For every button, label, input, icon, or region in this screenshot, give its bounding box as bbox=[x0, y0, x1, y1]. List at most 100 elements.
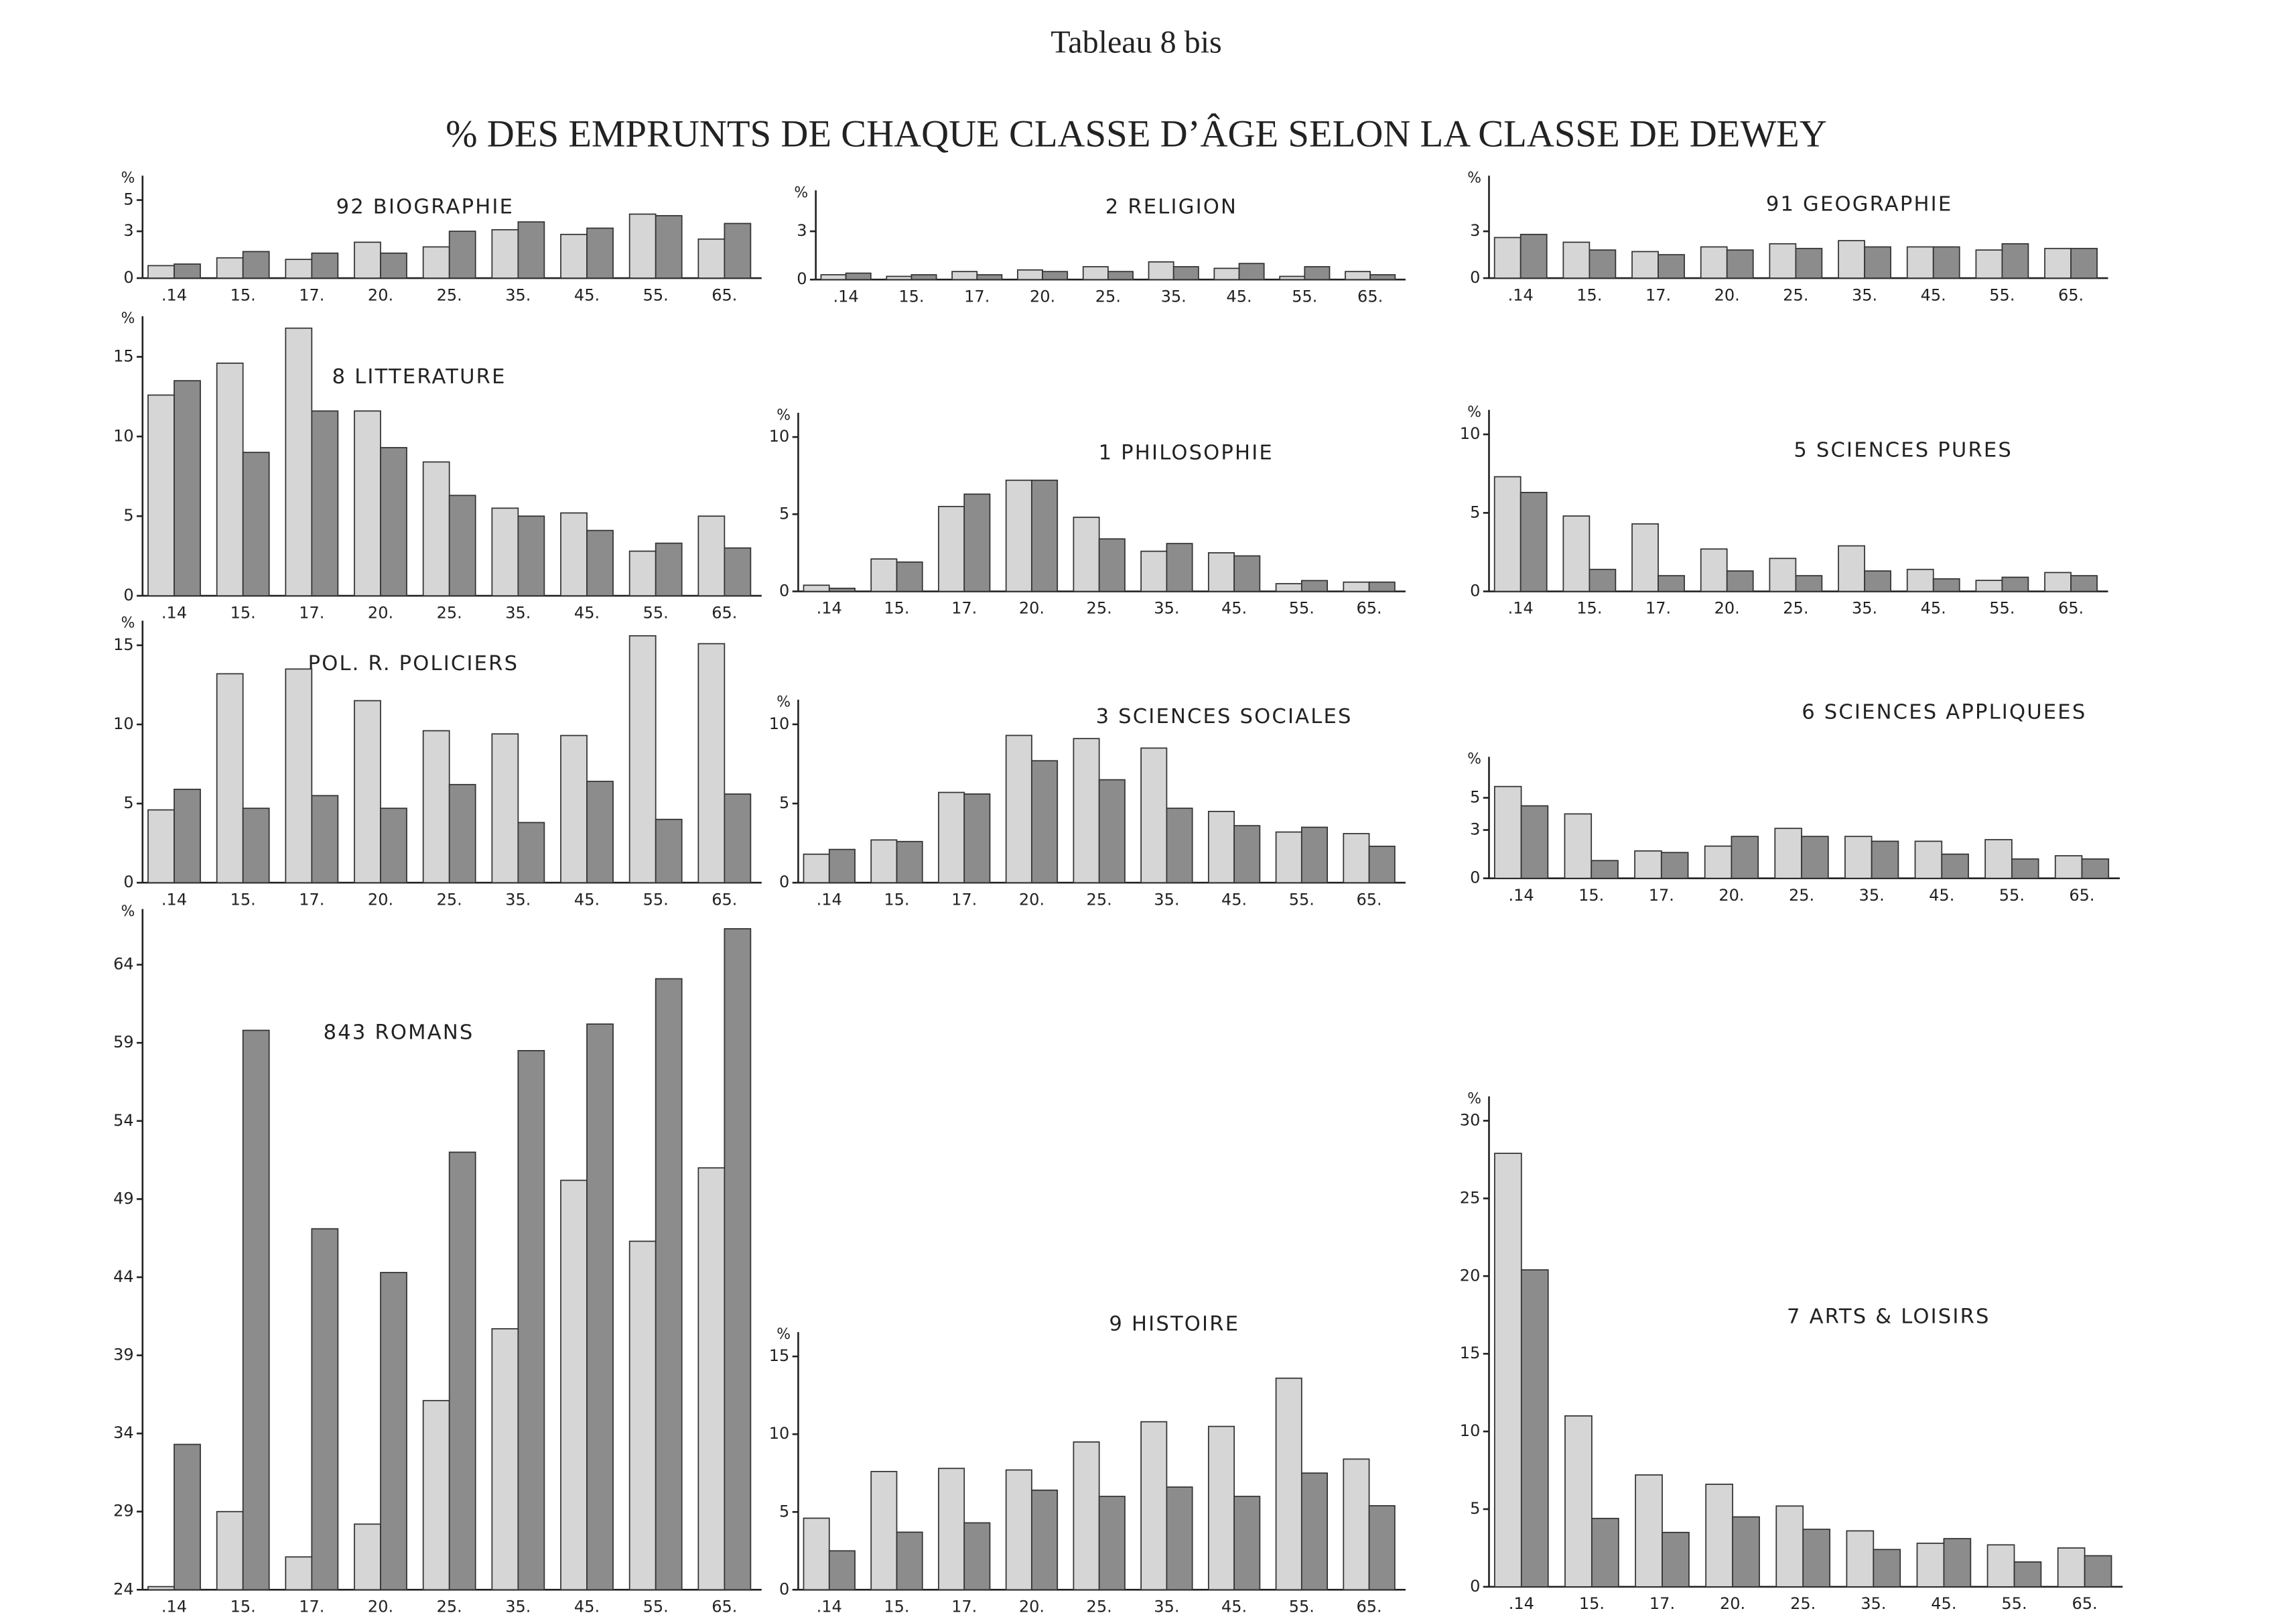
x-tick-label: 45. bbox=[1921, 285, 1946, 304]
bar bbox=[216, 673, 244, 884]
bar bbox=[422, 246, 450, 279]
bar bbox=[1031, 760, 1059, 884]
bar bbox=[285, 1556, 313, 1591]
y-tick-label: 5 bbox=[123, 190, 133, 209]
bar bbox=[1520, 492, 1548, 592]
bar bbox=[803, 853, 830, 884]
panel-title: 8 LITTERATURE bbox=[332, 365, 507, 389]
bar bbox=[1564, 813, 1593, 879]
x-tick-label: .14 bbox=[833, 287, 859, 306]
bar bbox=[174, 788, 201, 884]
x-tick-label: 45. bbox=[1221, 890, 1247, 909]
bar bbox=[422, 730, 450, 884]
bar bbox=[1975, 249, 2003, 279]
x-tick-label: 15. bbox=[1578, 886, 1604, 905]
bar bbox=[938, 505, 965, 592]
bar bbox=[586, 529, 614, 596]
x-tick-label: 15. bbox=[230, 1598, 256, 1616]
panel-title: 5 SCIENCES PURES bbox=[1794, 438, 2013, 462]
bar bbox=[586, 227, 614, 279]
bar bbox=[724, 222, 752, 279]
y-tick-label: 34 bbox=[113, 1423, 134, 1442]
bar bbox=[1769, 558, 1797, 592]
bar bbox=[1005, 479, 1032, 592]
x-tick-label: 65. bbox=[2072, 1594, 2097, 1613]
bar bbox=[354, 1523, 381, 1591]
x-tick-label: 25. bbox=[1087, 890, 1112, 909]
x-tick-label: 65. bbox=[712, 285, 737, 304]
figure-title: % DES EMPRUNTS DE CHAQUE CLASSE D’ÂGE SE… bbox=[446, 113, 1826, 155]
bar bbox=[380, 807, 407, 884]
x-tick-label: 65. bbox=[2058, 599, 2084, 618]
x-tick-label: 25. bbox=[1095, 287, 1121, 306]
bar bbox=[1207, 552, 1235, 592]
bar bbox=[1148, 261, 1174, 281]
x-tick-label: 35. bbox=[505, 285, 531, 304]
bar bbox=[1343, 1458, 1370, 1591]
bar bbox=[560, 512, 588, 596]
bar bbox=[174, 263, 201, 279]
bar bbox=[828, 588, 856, 592]
bar bbox=[2057, 1547, 2086, 1588]
x-tick-label: 17. bbox=[1649, 1594, 1675, 1613]
y-tick-label: 25 bbox=[1460, 1188, 1481, 1207]
y-tick-label: 0 bbox=[123, 872, 133, 891]
bar bbox=[1658, 254, 1685, 279]
y-tick-label: 0 bbox=[779, 1579, 789, 1598]
y-tick-label: 15 bbox=[769, 1346, 790, 1365]
bar bbox=[242, 807, 270, 884]
x-tick-label: 25. bbox=[1087, 1598, 1112, 1616]
x-tick-label: 15. bbox=[1579, 1594, 1605, 1613]
bar bbox=[242, 452, 270, 596]
bar bbox=[1726, 570, 1754, 592]
bar bbox=[242, 251, 270, 279]
y-tick-label: 20 bbox=[1460, 1266, 1481, 1285]
panel-title: 1 PHILOSOPHIE bbox=[1099, 442, 1274, 465]
y-tick-label: 24 bbox=[113, 1579, 134, 1598]
bar bbox=[2011, 858, 2039, 879]
bar bbox=[1017, 269, 1043, 281]
x-tick-label: 25. bbox=[1789, 886, 1814, 905]
bar bbox=[216, 257, 244, 279]
bar bbox=[870, 839, 898, 884]
y-tick-label: 0 bbox=[779, 582, 789, 600]
bar bbox=[1520, 233, 1548, 279]
x-tick-label: 45. bbox=[574, 603, 600, 622]
x-tick-label: 35. bbox=[1154, 1598, 1179, 1616]
bar bbox=[1166, 543, 1193, 592]
bar bbox=[448, 1151, 476, 1591]
y-tick-label: 10 bbox=[1460, 424, 1481, 443]
bar bbox=[803, 584, 830, 592]
bar bbox=[963, 793, 991, 884]
bar bbox=[1140, 747, 1168, 884]
x-tick-label: 15. bbox=[898, 287, 924, 306]
bar bbox=[1635, 1474, 1663, 1588]
x-tick-label: 20. bbox=[1019, 599, 1044, 618]
bar bbox=[697, 238, 726, 279]
y-tick-label: 5 bbox=[123, 793, 133, 812]
bar bbox=[697, 515, 726, 596]
y-tick-label: 10 bbox=[113, 426, 134, 445]
x-tick-label: .14 bbox=[161, 285, 187, 304]
y-tick-label: 29 bbox=[113, 1502, 134, 1520]
bar bbox=[1082, 266, 1109, 281]
bar bbox=[697, 1167, 726, 1591]
x-tick-label: 35. bbox=[1859, 886, 1885, 905]
bar bbox=[1634, 850, 1662, 879]
bar bbox=[1864, 570, 1891, 592]
bar bbox=[1801, 836, 1829, 879]
bar bbox=[845, 272, 872, 281]
x-tick-label: 55. bbox=[1989, 599, 2015, 618]
y-tick-label: 49 bbox=[113, 1189, 134, 1208]
bar bbox=[311, 795, 339, 884]
bar bbox=[963, 493, 991, 592]
bar bbox=[517, 515, 545, 596]
x-tick-label: 20. bbox=[1019, 890, 1044, 909]
bar bbox=[147, 265, 175, 279]
bar bbox=[1975, 580, 2003, 592]
bar bbox=[1233, 1496, 1261, 1591]
bar bbox=[1233, 555, 1261, 592]
bar bbox=[655, 214, 683, 279]
bar bbox=[174, 1443, 201, 1591]
x-tick-label: 65. bbox=[712, 890, 737, 909]
